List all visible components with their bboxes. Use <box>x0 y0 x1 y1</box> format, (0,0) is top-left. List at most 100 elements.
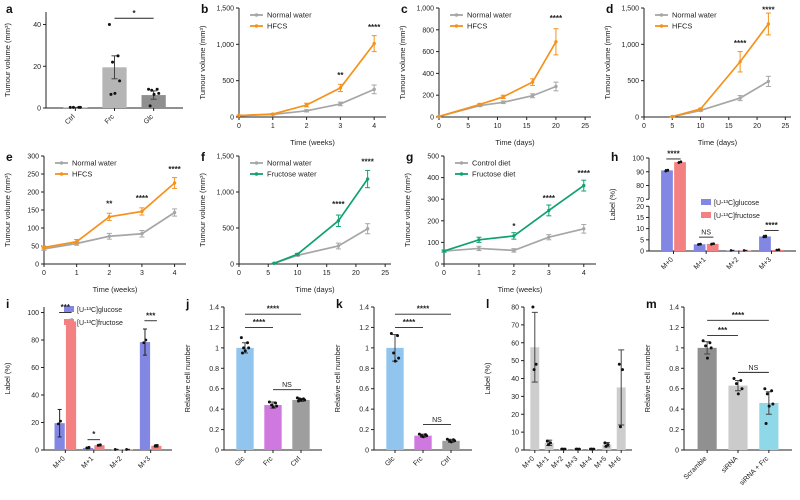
svg-text:15: 15 <box>523 123 531 130</box>
svg-text:M+2: M+2 <box>550 455 565 470</box>
svg-text:NS: NS <box>749 365 759 372</box>
svg-text:****: **** <box>403 318 416 327</box>
svg-text:0.2: 0.2 <box>669 427 679 434</box>
svg-text:200: 200 <box>27 190 39 197</box>
svg-text:NS: NS <box>432 417 442 424</box>
line-chart-d: 0 500 1,000 1,500 0 5 10 15 20 25 Time (days) Tumou… <box>603 5 791 147</box>
svg-text:****: **** <box>332 200 345 209</box>
svg-text:800: 800 <box>422 27 434 34</box>
svg-text:****: **** <box>732 311 745 320</box>
svg-text:25: 25 <box>581 123 589 130</box>
svg-text:10: 10 <box>494 123 502 130</box>
svg-text:****: **** <box>267 305 280 314</box>
svg-text:5: 5 <box>640 237 644 244</box>
svg-text:Glc: Glc <box>384 455 397 468</box>
panel-letter-b: b <box>201 2 209 16</box>
svg-text:40: 40 <box>511 376 519 383</box>
svg-text:Control diet: Control diet <box>472 159 511 168</box>
svg-text:100: 100 <box>427 240 439 247</box>
svg-text:Time (weeks): Time (weeks) <box>93 285 138 294</box>
panel-letter-h: h <box>611 150 619 164</box>
svg-text:M+0: M+0 <box>660 256 675 271</box>
svg-text:1,500: 1,500 <box>621 6 639 13</box>
svg-text:0: 0 <box>640 249 644 256</box>
panel-j: j 0 0.2 0.4 0.6 0.8 1 1.2 1.4 Relative cell numb… <box>180 295 330 500</box>
svg-text:0: 0 <box>42 270 46 277</box>
svg-text:400: 400 <box>422 71 434 78</box>
panel-letter-l: l <box>486 297 490 311</box>
svg-text:80: 80 <box>511 305 519 312</box>
svg-text:3: 3 <box>338 123 342 130</box>
svg-text:Tumour volume (mm³): Tumour volume (mm³) <box>603 25 612 99</box>
svg-text:1.4: 1.4 <box>209 305 219 312</box>
svg-text:25: 25 <box>781 123 789 130</box>
svg-text:20: 20 <box>352 270 360 277</box>
bar-chart-m: 0 0.2 0.4 0.6 0.8 1 1.2 1.4 Relative cell number… <box>643 305 792 487</box>
svg-text:Glc: Glc <box>234 455 247 468</box>
svg-text:100: 100 <box>632 156 644 163</box>
svg-text:[U-¹³C]fructose: [U-¹³C]fructose <box>714 213 760 220</box>
svg-text:**: ** <box>106 199 113 208</box>
svg-text:****: **** <box>762 5 775 14</box>
svg-text:NS: NS <box>282 382 292 389</box>
panel-m: m 0 0.2 0.4 0.6 0.8 1 1.2 1.4 Relative cell numb… <box>640 295 800 500</box>
svg-text:0.2: 0.2 <box>359 427 369 434</box>
svg-text:*: * <box>133 9 137 18</box>
svg-text:**: ** <box>337 71 344 80</box>
svg-text:3: 3 <box>547 270 551 277</box>
svg-text:600: 600 <box>422 49 434 56</box>
svg-text:1.4: 1.4 <box>669 305 679 312</box>
svg-text:500: 500 <box>427 154 439 161</box>
svg-text:0.2: 0.2 <box>209 427 219 434</box>
svg-text:0: 0 <box>37 106 41 113</box>
panel-k: k 0 0.2 0.4 0.6 0.8 1 1.2 1.4 Relative cell numb… <box>330 295 480 500</box>
svg-text:Frc: Frc <box>262 455 274 467</box>
svg-text:[U-¹³C]fructose: [U-¹³C]fructose <box>77 320 123 327</box>
svg-text:Relative cell number: Relative cell number <box>183 344 192 412</box>
svg-text:Tumour volume (mm³): Tumour volume (mm³) <box>3 173 12 247</box>
panel-i: i 0 20 40 60 80 100 Label (%) [U-¹³C]glucose [U-… <box>0 295 180 500</box>
panel-letter-c: c <box>401 2 408 16</box>
svg-text:Normal water: Normal water <box>72 159 117 168</box>
svg-text:0.4: 0.4 <box>209 407 219 414</box>
svg-text:Time (days): Time (days) <box>698 138 738 147</box>
panel-letter-d: d <box>606 2 614 16</box>
bar-chart-j: 0 0.2 0.4 0.6 0.8 1 1.2 1.4 Relative cell number… <box>183 305 322 468</box>
svg-text:0: 0 <box>230 262 234 269</box>
line-chart-f: 0 500 1,000 1,500 0 5 10 15 20 25 Time (days) Tumou… <box>198 154 391 294</box>
svg-text:M+6: M+6 <box>608 455 623 470</box>
svg-text:1,000: 1,000 <box>416 6 434 13</box>
svg-text:0.8: 0.8 <box>359 366 369 373</box>
svg-text:20: 20 <box>753 123 761 130</box>
panel-letter-e: e <box>6 150 13 164</box>
svg-text:250: 250 <box>27 172 39 179</box>
svg-text:HFCS: HFCS <box>467 22 487 31</box>
svg-text:10: 10 <box>294 270 302 277</box>
svg-text:Label (%): Label (%) <box>483 362 492 395</box>
svg-text:90: 90 <box>636 169 644 176</box>
panel-letter-k: k <box>336 297 343 311</box>
svg-text:Normal water: Normal water <box>267 11 312 20</box>
svg-text:10: 10 <box>511 430 519 437</box>
line-chart-c: 0 200 400 600 800 1,000 0 5 10 15 20 25 Time (days) T… <box>398 6 591 147</box>
svg-text:****: **** <box>578 169 591 178</box>
svg-text:1.4: 1.4 <box>359 305 369 312</box>
svg-text:HFCS: HFCS <box>267 22 287 31</box>
svg-text:1: 1 <box>271 123 275 130</box>
svg-text:*: * <box>512 222 516 231</box>
svg-text:10: 10 <box>636 226 644 233</box>
svg-text:Tumour volume (mm³): Tumour volume (mm³) <box>398 25 407 99</box>
line-chart-b: 0 500 1,000 1,500 0 1 2 3 4 Time (weeks) Tumour vo… <box>198 6 386 147</box>
svg-text:M+1: M+1 <box>80 455 95 470</box>
svg-text:200: 200 <box>427 218 439 225</box>
svg-text:M+1: M+1 <box>536 455 551 470</box>
svg-text:HFCS: HFCS <box>672 22 692 31</box>
svg-text:15: 15 <box>725 123 733 130</box>
svg-text:0: 0 <box>365 448 369 455</box>
svg-text:0: 0 <box>675 448 679 455</box>
svg-text:Ctrl: Ctrl <box>290 455 303 468</box>
svg-text:1,000: 1,000 <box>621 42 639 49</box>
svg-text:0: 0 <box>515 448 519 455</box>
svg-text:****: **** <box>417 305 430 314</box>
